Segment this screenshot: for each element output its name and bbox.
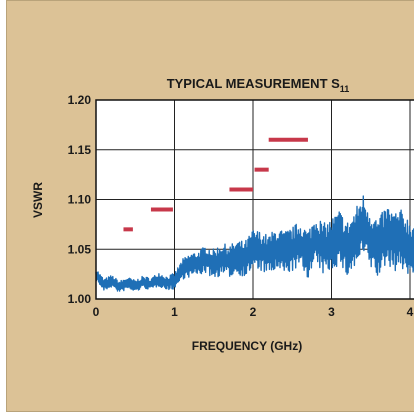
x-tick-label-2: 2 — [250, 305, 257, 319]
x-axis-title: FREQUENCY (GHz) — [192, 339, 302, 353]
spec-limit-group — [123, 137, 308, 232]
measured-trace-group — [95, 195, 414, 292]
y-tick-label-3: 1.15 — [68, 143, 92, 157]
x-tick-label-4: 4 — [407, 305, 414, 319]
x-tick-labels: 0 1 2 3 4 — [93, 305, 414, 319]
y-axis-title: VSWR — [31, 182, 45, 218]
y-tick-label-0: 1.00 — [68, 292, 92, 306]
y-tick-label-4: 1.20 — [68, 93, 92, 107]
grid — [96, 100, 414, 299]
chart-title-text: TYPICAL MEASUREMENT S — [167, 76, 340, 91]
y-tick-label-2: 1.10 — [68, 193, 92, 207]
chart-title: TYPICAL MEASUREMENT S11 — [167, 76, 350, 94]
x-tick-label-1: 1 — [171, 305, 178, 319]
y-tick-labels: 1.00 1.05 1.10 1.15 1.20 — [68, 93, 92, 306]
x-tick-label-3: 3 — [328, 305, 335, 319]
plot-area — [95, 99, 414, 300]
plot-frame — [95, 99, 414, 300]
measured-trace-line — [95, 195, 414, 292]
chart-title-subscript: 11 — [340, 84, 350, 94]
y-tick-label-1: 1.05 — [68, 242, 92, 256]
x-tick-label-0: 0 — [93, 305, 100, 319]
